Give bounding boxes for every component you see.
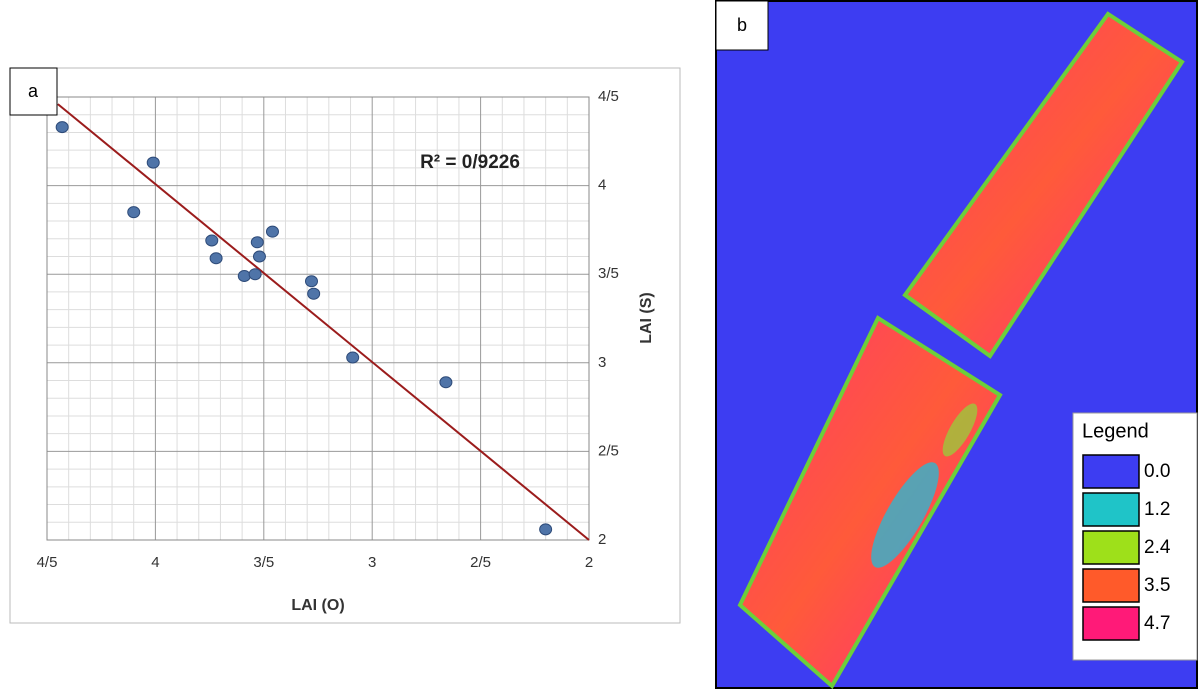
- legend-label: 4.7: [1144, 613, 1170, 634]
- field-patch: [871, 462, 939, 568]
- point: [304, 275, 318, 288]
- legend-swatch: [1082, 606, 1140, 641]
- y-tick-label: 3: [598, 354, 606, 371]
- point: [346, 351, 360, 364]
- legend-swatch: [1082, 492, 1140, 527]
- legend-swatch: [1082, 530, 1140, 565]
- point: [439, 376, 453, 389]
- point: [252, 250, 266, 263]
- legend-label: 2.4: [1144, 537, 1171, 558]
- legend-label: 1.2: [1144, 499, 1170, 520]
- point: [237, 269, 251, 282]
- y-tick-label: 2: [598, 531, 606, 548]
- panel-label: b: [737, 15, 747, 35]
- legend-swatch: [1082, 568, 1140, 603]
- point: [55, 121, 69, 134]
- point: [127, 206, 141, 219]
- legend-swatch: [1082, 454, 1140, 489]
- legend-title: Legend: [1082, 420, 1149, 442]
- point: [307, 287, 321, 300]
- legend-label: 3.5: [1144, 575, 1170, 596]
- x-tick-label: 4/5: [37, 554, 58, 571]
- annotation: R² = 0/9226: [420, 152, 520, 173]
- plot-area: 4/5 4 3/5 3 2/5 22 2/5 3 3/5 4 4/5: [37, 88, 619, 571]
- field-lower: [737, 315, 1003, 689]
- point: [146, 156, 160, 169]
- point: [250, 236, 264, 249]
- field-upper: [902, 11, 1185, 359]
- point: [205, 234, 219, 247]
- y-tick-label: 4/5: [598, 88, 619, 105]
- field-patch: [942, 403, 978, 457]
- x-tick-label: 3/5: [253, 554, 274, 571]
- trendline: [57, 103, 590, 541]
- y-tick-label: 3/5: [598, 265, 619, 282]
- map-panel: b Legend 0.0 1.2 2.4 3.5 4.7: [715, 0, 1198, 689]
- x-tick-label: 2: [585, 554, 593, 571]
- x-tick-label: 3: [368, 554, 376, 571]
- panel-label: a: [28, 81, 39, 101]
- x-tick-label: 4: [151, 554, 159, 571]
- point: [539, 523, 553, 536]
- panel-label-box: [9, 67, 58, 116]
- y-tick-label: 2/5: [598, 442, 619, 459]
- y-tick-label: 4: [598, 177, 606, 194]
- legend: 0.0 1.2 2.4 3.5 4.7: [1082, 454, 1171, 641]
- point: [265, 225, 279, 238]
- panel-label-box: [715, 0, 769, 51]
- x-axis-label: LAI (O): [291, 597, 344, 614]
- point: [209, 252, 223, 265]
- point: [248, 268, 262, 281]
- plot-border: [46, 96, 590, 541]
- y-axis-label: LAI (S): [638, 292, 655, 344]
- legend-label: 0.0: [1144, 461, 1170, 482]
- x-tick-label: 2/5: [470, 554, 491, 571]
